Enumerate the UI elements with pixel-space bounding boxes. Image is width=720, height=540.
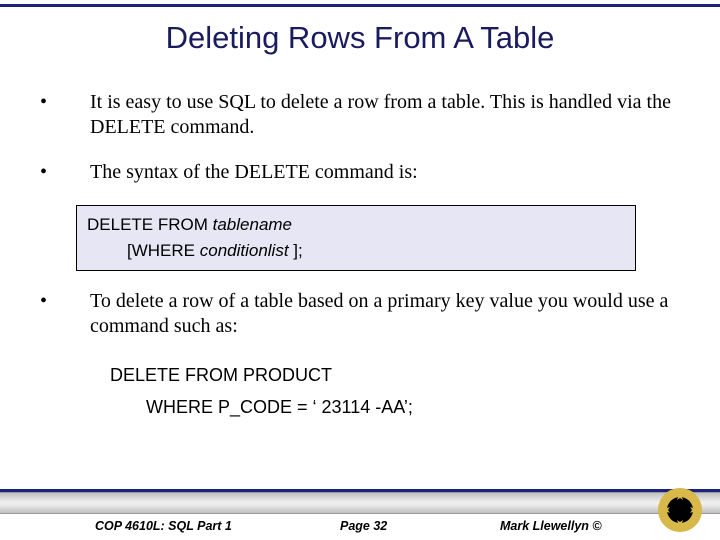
footer-page: Page 32 bbox=[340, 519, 387, 533]
bullet-text: It is easy to use SQL to delete a row fr… bbox=[90, 90, 680, 140]
syntax-var: tablename bbox=[213, 215, 292, 234]
footer-author: Mark Llewellyn © bbox=[500, 519, 602, 533]
bullet-item: • It is easy to use SQL to delete a row … bbox=[40, 90, 680, 140]
example-block: DELETE FROM PRODUCT WHERE P_CODE = ‘ 231… bbox=[110, 359, 680, 424]
example-line-2: WHERE P_CODE = ‘ 23114 -AA’; bbox=[110, 391, 680, 423]
footer-course: COP 4610L: SQL Part 1 bbox=[95, 519, 232, 533]
syntax-line-1: DELETE FROM tablename bbox=[87, 212, 625, 238]
bullet-item: • The syntax of the DELETE command is: bbox=[40, 160, 680, 185]
syntax-var: conditionlist bbox=[200, 241, 294, 260]
bullet-marker: • bbox=[40, 90, 90, 115]
bullet-item: • To delete a row of a table based on a … bbox=[40, 289, 680, 339]
content-area: • It is easy to use SQL to delete a row … bbox=[40, 90, 680, 423]
footer-bar bbox=[0, 492, 720, 514]
page-title: Deleting Rows From A Table bbox=[0, 20, 720, 56]
bullet-marker: • bbox=[40, 289, 90, 314]
syntax-line-2: [WHERE conditionlist ]; bbox=[87, 238, 625, 264]
ucf-logo-icon bbox=[656, 486, 704, 534]
bullet-marker: • bbox=[40, 160, 90, 185]
syntax-keyword: [WHERE bbox=[127, 241, 200, 260]
top-rule bbox=[0, 4, 720, 7]
syntax-keyword: DELETE FROM bbox=[87, 215, 213, 234]
bullet-text: The syntax of the DELETE command is: bbox=[90, 160, 680, 185]
syntax-box: DELETE FROM tablename [WHERE conditionli… bbox=[76, 205, 636, 271]
syntax-keyword: ]; bbox=[293, 241, 302, 260]
example-line-1: DELETE FROM PRODUCT bbox=[110, 359, 680, 391]
bullet-text: To delete a row of a table based on a pr… bbox=[90, 289, 680, 339]
